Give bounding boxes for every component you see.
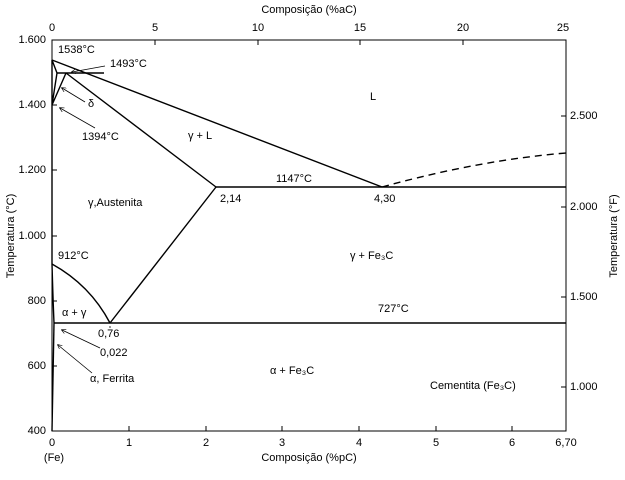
label: 1493°C [110, 58, 147, 70]
label: 1538°C [58, 44, 95, 56]
label: α + γ [62, 307, 87, 319]
label: Cementita (Fe₃C) [430, 380, 516, 392]
right-axis-title: Temperatura (°F) [608, 194, 620, 277]
phase-lines [51, 59, 567, 432]
label: 1394°C [82, 131, 119, 143]
bottom-tick-label: 4 [356, 437, 362, 449]
bottom-tick-label: 5 [433, 437, 439, 449]
bottom-axis-title: Composição (%pC) [261, 452, 356, 464]
right-tick-label: 2.000 [570, 201, 598, 213]
top-tick-label: 15 [354, 22, 366, 34]
top-tick-label: 10 [252, 22, 264, 34]
top-tick-label: 5 [152, 22, 158, 34]
label: α + Fe₃C [270, 365, 314, 377]
label: L [370, 91, 376, 103]
bottom-tick-label: 6 [509, 437, 515, 449]
label: δ [88, 98, 94, 110]
label: γ,Austenita [88, 197, 143, 209]
left-tick-label: 1.000 [18, 230, 46, 242]
bottom-tick-label: 3 [279, 437, 285, 449]
label: γ + Fe₃C [350, 250, 393, 262]
label: 0,022 [100, 347, 128, 359]
bottom-tick-label: 1 [126, 437, 132, 449]
left-tick-label: 1.600 [18, 34, 46, 46]
tick-marks [52, 40, 566, 431]
origin-label: (Fe) [44, 452, 64, 464]
left-tick-label: 400 [28, 425, 46, 437]
bottom-tick-label: 6,70 [555, 437, 576, 449]
left-tick-label: 800 [28, 295, 46, 307]
label: 727°C [378, 303, 409, 315]
label: γ + L [188, 130, 212, 142]
top-axis-title: Composição (%aC) [261, 4, 356, 16]
top-tick-label: 25 [557, 22, 569, 34]
label: 4,30 [374, 193, 395, 205]
label: 2,14 [220, 193, 241, 205]
top-tick-label: 0 [49, 22, 55, 34]
right-tick-label: 1.000 [570, 381, 598, 393]
left-tick-label: 1.200 [18, 164, 46, 176]
bottom-tick-label: 0 [49, 437, 55, 449]
left-axis-title: Temperatura (°C) [5, 194, 17, 278]
left-tick-label: 600 [28, 360, 46, 372]
top-tick-label: 20 [457, 22, 469, 34]
right-tick-label: 2.500 [570, 110, 598, 122]
leader-arrows [58, 65, 111, 374]
left-tick-label: 1.400 [18, 99, 46, 111]
bottom-tick-label: 2 [203, 437, 209, 449]
label: 912°C [58, 250, 89, 262]
label: α, Ferrita [90, 373, 135, 385]
label: 1147°C [276, 173, 312, 185]
label: 0,76 [98, 328, 119, 340]
right-tick-label: 1.500 [570, 291, 598, 303]
